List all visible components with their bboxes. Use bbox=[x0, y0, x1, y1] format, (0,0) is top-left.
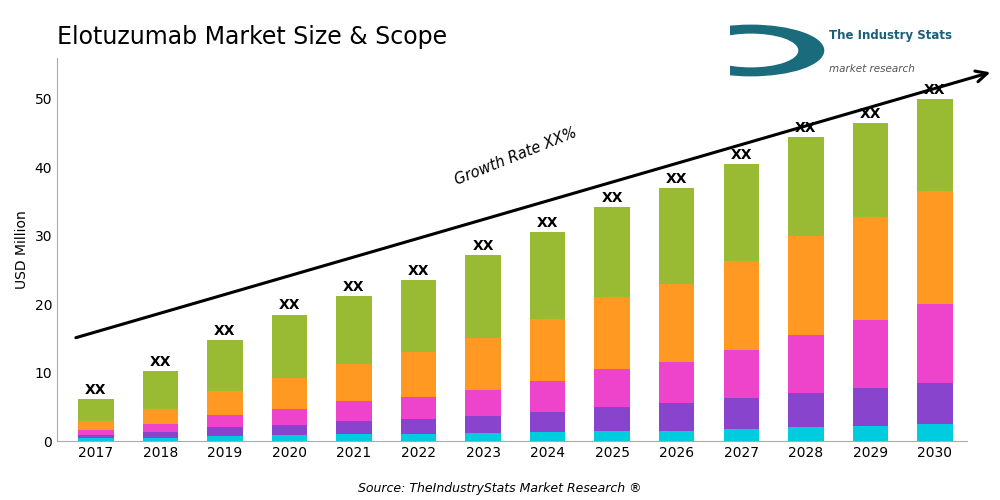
Bar bbox=[788, 428, 824, 441]
Bar bbox=[530, 381, 565, 412]
Bar bbox=[788, 335, 824, 393]
Text: market research: market research bbox=[829, 64, 915, 74]
Bar bbox=[853, 426, 888, 441]
Bar bbox=[207, 415, 243, 428]
Bar bbox=[853, 320, 888, 388]
Bar bbox=[465, 433, 501, 441]
Bar bbox=[143, 409, 178, 424]
Text: XX: XX bbox=[860, 107, 881, 121]
Text: The Industry Stats: The Industry Stats bbox=[829, 28, 952, 42]
Bar bbox=[78, 435, 114, 438]
Bar bbox=[272, 424, 307, 435]
Text: XX: XX bbox=[924, 83, 946, 97]
Bar bbox=[594, 207, 630, 298]
Bar bbox=[724, 429, 759, 441]
Text: XX: XX bbox=[731, 148, 752, 162]
Bar bbox=[143, 438, 178, 441]
Text: XX: XX bbox=[601, 191, 623, 205]
Bar bbox=[788, 136, 824, 236]
Text: XX: XX bbox=[85, 382, 107, 396]
Bar bbox=[917, 383, 953, 424]
Bar bbox=[336, 364, 372, 402]
Bar bbox=[336, 296, 372, 364]
Bar bbox=[594, 370, 630, 407]
Bar bbox=[336, 434, 372, 441]
Bar bbox=[465, 338, 501, 390]
Y-axis label: USD Million: USD Million bbox=[15, 210, 29, 289]
Bar bbox=[207, 340, 243, 391]
Bar bbox=[207, 428, 243, 436]
Bar bbox=[530, 232, 565, 320]
Bar bbox=[594, 298, 630, 370]
Bar bbox=[272, 409, 307, 424]
Bar bbox=[917, 192, 953, 304]
Text: Elotuzumab Market Size & Scope: Elotuzumab Market Size & Scope bbox=[57, 25, 447, 49]
Bar bbox=[853, 123, 888, 218]
Bar bbox=[272, 314, 307, 378]
Bar bbox=[917, 424, 953, 441]
Bar bbox=[401, 280, 436, 352]
Bar bbox=[594, 431, 630, 441]
Bar bbox=[659, 188, 694, 284]
Bar bbox=[853, 218, 888, 320]
Text: XX: XX bbox=[279, 298, 300, 312]
Bar bbox=[788, 393, 824, 428]
Bar bbox=[530, 320, 565, 381]
Bar bbox=[724, 261, 759, 350]
Bar bbox=[465, 255, 501, 338]
Text: XX: XX bbox=[472, 239, 494, 253]
Circle shape bbox=[678, 26, 824, 76]
Bar bbox=[659, 362, 694, 404]
Bar bbox=[336, 420, 372, 434]
Text: Growth Rate XX%: Growth Rate XX% bbox=[452, 125, 579, 188]
Bar bbox=[530, 412, 565, 432]
Bar bbox=[78, 398, 114, 420]
Bar bbox=[788, 236, 824, 335]
Bar bbox=[724, 350, 759, 398]
Bar bbox=[272, 435, 307, 441]
Bar bbox=[272, 378, 307, 409]
Bar bbox=[78, 438, 114, 441]
Bar bbox=[207, 391, 243, 415]
Circle shape bbox=[704, 34, 798, 66]
Bar bbox=[530, 432, 565, 441]
Text: XX: XX bbox=[408, 264, 429, 278]
Text: XX: XX bbox=[666, 172, 687, 186]
Bar bbox=[465, 390, 501, 416]
Bar bbox=[78, 430, 114, 435]
Bar bbox=[143, 372, 178, 409]
Bar bbox=[78, 420, 114, 430]
Bar bbox=[207, 436, 243, 441]
Text: XX: XX bbox=[795, 120, 817, 134]
Bar bbox=[917, 304, 953, 383]
Bar bbox=[917, 99, 953, 192]
Text: Source: TheIndustryStats Market Research ®: Source: TheIndustryStats Market Research… bbox=[358, 482, 642, 495]
Text: XX: XX bbox=[150, 356, 171, 370]
Bar bbox=[336, 402, 372, 420]
Text: XX: XX bbox=[537, 216, 558, 230]
Bar bbox=[659, 284, 694, 362]
Bar bbox=[724, 398, 759, 429]
Text: XX: XX bbox=[343, 280, 365, 294]
Bar bbox=[401, 352, 436, 397]
Bar bbox=[853, 388, 888, 426]
Bar bbox=[659, 404, 694, 431]
Bar bbox=[659, 431, 694, 441]
Bar bbox=[401, 419, 436, 434]
Bar bbox=[594, 407, 630, 431]
Bar bbox=[724, 164, 759, 261]
Bar bbox=[401, 434, 436, 441]
Bar bbox=[143, 432, 178, 438]
Bar bbox=[143, 424, 178, 432]
Text: XX: XX bbox=[214, 324, 236, 338]
Bar bbox=[401, 396, 436, 419]
Bar bbox=[465, 416, 501, 433]
